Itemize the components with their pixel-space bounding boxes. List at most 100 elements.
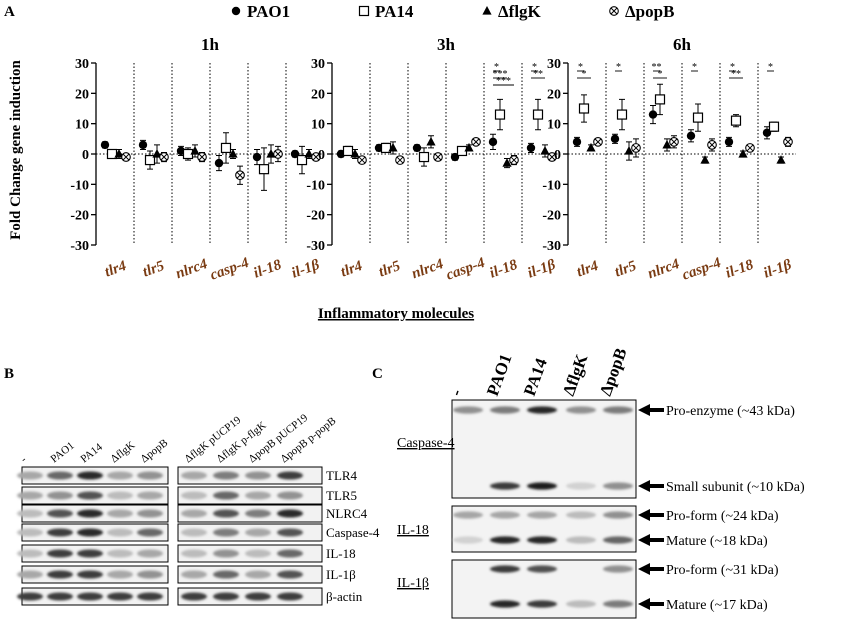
blot-b-row-label: IL-1β — [326, 567, 356, 582]
blot-b-band — [107, 592, 133, 601]
blot-b-band — [17, 509, 43, 518]
y-tick-label: 0 — [554, 148, 561, 163]
blot-b-band — [277, 549, 303, 558]
blot-c-band — [527, 482, 557, 490]
blot-b-band — [137, 471, 163, 480]
blot-b-band — [137, 592, 163, 601]
blot-b-band — [245, 528, 271, 537]
significance-mark: * — [532, 62, 537, 73]
data-point-ΔpopB — [745, 143, 755, 153]
y-tick-label: 30 — [547, 57, 561, 72]
blot-c-band — [566, 600, 596, 608]
blot-c-band — [603, 406, 633, 414]
blot-b-band — [181, 592, 207, 601]
y-tick-label: -20 — [70, 209, 89, 224]
data-point-ΔpopB — [311, 152, 321, 162]
blot-b-band — [245, 471, 271, 480]
data-point-ΔpopB — [547, 152, 557, 162]
data-point-ΔpopB — [121, 152, 131, 162]
data-point-ΔflgK — [624, 145, 634, 155]
data-point-ΔpopB — [509, 155, 519, 165]
blot-b-row-label: TLR5 — [326, 488, 357, 503]
blot-b-band — [181, 509, 207, 518]
x-tick-label: tlr4 — [339, 258, 365, 281]
y-tick-label: 20 — [75, 87, 89, 102]
chart-legend: PAO1 PA14 ΔflgK ΔpopB — [231, 2, 674, 21]
blot-c-band-label: Small subunit (~10 kDa) — [666, 480, 805, 495]
significance-mark: *** — [493, 69, 508, 80]
data-point-ΔflgK — [464, 142, 474, 152]
significance-mark: * — [692, 62, 697, 73]
y-tick-label: -10 — [306, 178, 325, 193]
blot-b-row-label: IL-18 — [326, 546, 356, 561]
blot-b-band — [181, 471, 207, 480]
blot-b-band — [137, 528, 163, 537]
panel-label-b: B — [4, 366, 14, 382]
data-point-ΔpopB — [433, 152, 443, 162]
blot-c-band-label: Pro-enzyme (~43 kDa) — [666, 404, 795, 419]
blot-c-band — [566, 406, 596, 414]
arrow-icon — [638, 509, 664, 521]
blot-b-lane-label: PA14 — [78, 441, 105, 466]
blot-b-band — [107, 549, 133, 558]
data-point-PAO1 — [572, 137, 582, 147]
blot-c-band — [490, 406, 520, 414]
blot-b-band — [47, 491, 73, 500]
x-tick-label: il-18 — [724, 257, 757, 282]
data-point-ΔpopB — [631, 143, 641, 153]
blot-c-band — [453, 536, 483, 544]
blot-c-lane-label: PAO1 — [483, 351, 516, 398]
blot-b-band — [245, 570, 271, 579]
data-point-ΔflgK — [700, 155, 710, 164]
data-point-ΔpopB — [669, 137, 679, 147]
blot-b-band — [17, 570, 43, 579]
blot-b-lane-label: ΔflgK — [108, 439, 137, 465]
blot-c-band — [566, 511, 596, 519]
legend-label-3: ΔpopB — [625, 2, 674, 21]
data-point-PA14 — [296, 154, 308, 166]
data-point-ΔflgK — [662, 139, 672, 149]
data-point-ΔpopB — [783, 137, 793, 147]
blot-c-group-label: Caspase-4 — [397, 436, 455, 451]
data-point-ΔpopB — [707, 140, 717, 150]
blot-c-lane-label: - — [446, 386, 466, 398]
blot-c-lane-label: ΔflgK — [559, 351, 592, 398]
significance-mark: * — [658, 69, 663, 80]
blot-c-band — [603, 565, 633, 573]
y-tick-label: -20 — [306, 209, 325, 224]
significance-mark: * — [730, 62, 735, 73]
blot-c-band-label: Mature (~18 kDa) — [666, 534, 768, 549]
blot-c-lane-label: ΔpopB — [596, 345, 631, 398]
blot-b-band — [277, 509, 303, 518]
blot-c-band — [566, 482, 596, 490]
legend-label-1: PA14 — [375, 2, 414, 21]
x-tick-label: il-1β — [761, 257, 794, 282]
x-tick-label: tlr5 — [613, 258, 639, 281]
data-point-PAO1 — [214, 158, 224, 168]
blot-b-band — [277, 592, 303, 601]
y-tick-label: 0 — [82, 148, 89, 163]
arrow-icon — [638, 563, 664, 575]
data-point-ΔflgK — [190, 145, 200, 155]
blot-b-band — [277, 471, 303, 480]
y-tick-label: -30 — [542, 239, 561, 254]
blot-c-band — [566, 536, 596, 544]
x-tick-label: nlrc4 — [174, 256, 210, 282]
blot-b-band — [213, 491, 239, 500]
blot-b-row-label: Caspase-4 — [326, 525, 380, 540]
blot-b-band — [47, 549, 73, 558]
significance-mark: ** — [652, 62, 662, 73]
blot-c-band — [490, 536, 520, 544]
x-tick-label: casp-4 — [208, 255, 252, 284]
blot-b-band — [77, 471, 103, 480]
blot-c-band — [527, 565, 557, 573]
data-point-ΔflgK — [502, 158, 512, 167]
blot-b-band — [77, 592, 103, 601]
x-tick-label: il-18 — [488, 257, 521, 282]
data-point-PA14 — [654, 94, 666, 105]
blot-b-band — [47, 592, 73, 601]
data-point-ΔflgK — [586, 142, 596, 152]
blot-b-band — [245, 491, 271, 500]
